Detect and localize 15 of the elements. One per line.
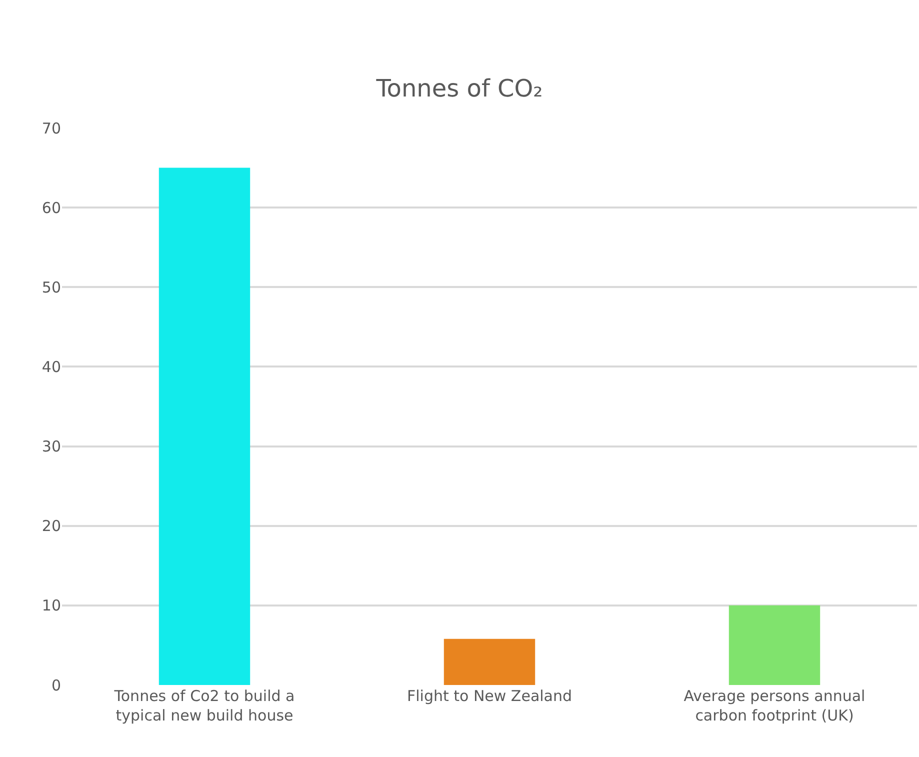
y-tick-label: 30	[42, 438, 61, 456]
x-tick-label: Tonnes of Co2 to build a typical new build house	[113, 687, 295, 724]
x-tick-label: Flight to New Zealand	[406, 687, 572, 705]
bar	[158, 168, 250, 685]
chart-title: Tonnes of CO₂	[375, 74, 543, 102]
y-tick-label: 50	[42, 278, 61, 296]
bar	[444, 638, 536, 685]
y-tick-label: 60	[42, 198, 61, 217]
y-tick-label: 10	[42, 596, 61, 615]
y-tick-label: 20	[42, 517, 61, 536]
x-tick-label: Average persons annual carbon footprint (UK)	[684, 687, 866, 724]
y-tick-label: 40	[42, 358, 61, 376]
y-tick-label: 70	[42, 119, 61, 138]
y-tick-label: 0	[51, 676, 61, 694]
bar	[728, 605, 820, 685]
